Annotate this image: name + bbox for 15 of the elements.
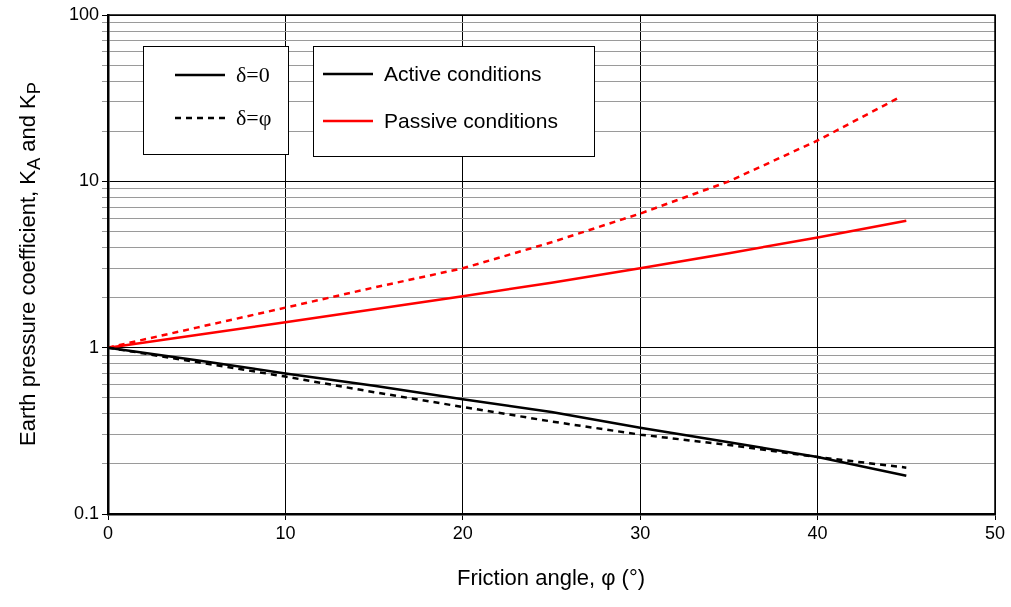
x-tick-label: 10 <box>275 522 296 543</box>
x-axis-title: Friction angle, φ (°) <box>456 565 646 591</box>
y-tick-label: 10 <box>78 170 99 191</box>
y-tick-label: 0.1 <box>73 502 99 523</box>
x-tick-label: 40 <box>807 522 828 543</box>
x-tick-label: 20 <box>452 522 473 543</box>
annotation: Active conditions <box>384 62 542 86</box>
y-tick-label: 100 <box>68 3 99 24</box>
annotation: δ=φ <box>236 105 272 131</box>
annotation: δ=0 <box>236 62 270 88</box>
x-tick-label: 0 <box>102 522 114 543</box>
annotation: Passive conditions <box>384 109 558 133</box>
x-tick-label: 50 <box>984 522 1006 543</box>
y-tick-label: 1 <box>88 336 99 357</box>
x-tick-label: 30 <box>630 522 651 543</box>
